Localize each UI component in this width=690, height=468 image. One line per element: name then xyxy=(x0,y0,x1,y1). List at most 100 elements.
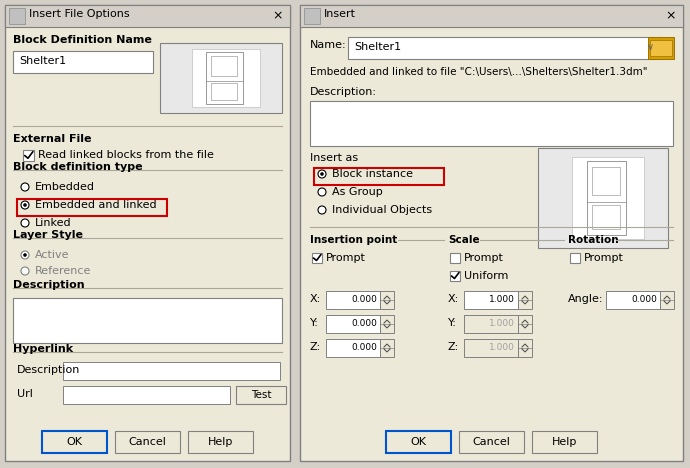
Text: Prompt: Prompt xyxy=(326,253,366,263)
Text: Angle:: Angle: xyxy=(568,294,604,304)
Bar xyxy=(464,339,518,357)
Bar xyxy=(326,315,380,333)
Bar xyxy=(63,362,280,380)
Circle shape xyxy=(21,251,29,259)
Bar xyxy=(380,291,394,309)
Text: Scale: Scale xyxy=(448,235,480,245)
Text: Uniform: Uniform xyxy=(464,271,509,281)
Text: 0.000: 0.000 xyxy=(351,320,377,329)
Circle shape xyxy=(23,253,27,257)
Circle shape xyxy=(318,188,326,196)
Bar xyxy=(211,56,237,76)
Bar xyxy=(572,157,644,239)
Text: X:: X: xyxy=(310,294,322,304)
Text: External File: External File xyxy=(13,134,92,144)
Text: Cancel: Cancel xyxy=(473,437,511,447)
Bar xyxy=(660,291,674,309)
Text: Reference: Reference xyxy=(35,266,91,276)
Text: OK: OK xyxy=(411,437,426,447)
Bar xyxy=(5,5,290,461)
Text: 0.000: 0.000 xyxy=(631,295,657,305)
Bar xyxy=(5,5,290,27)
Bar xyxy=(386,431,451,453)
Text: Url: Url xyxy=(17,389,33,399)
Circle shape xyxy=(21,201,29,209)
Text: Insert File Options: Insert File Options xyxy=(29,9,130,19)
Bar xyxy=(115,431,180,453)
Text: Description:: Description: xyxy=(310,87,377,97)
Text: Y:: Y: xyxy=(310,318,319,328)
Bar xyxy=(348,37,661,59)
Bar xyxy=(570,253,580,263)
Text: Insert as: Insert as xyxy=(310,153,358,163)
Bar xyxy=(188,431,253,453)
Bar xyxy=(593,205,620,229)
Text: Cancel: Cancel xyxy=(128,437,166,447)
Text: Y:: Y: xyxy=(448,318,457,328)
Text: Test: Test xyxy=(250,390,271,400)
Text: Embedded: Embedded xyxy=(35,182,95,192)
Text: 0.000: 0.000 xyxy=(351,344,377,352)
Circle shape xyxy=(23,203,27,207)
Text: Shelter1: Shelter1 xyxy=(19,56,66,66)
Text: 1.000: 1.000 xyxy=(489,344,515,352)
Bar xyxy=(42,431,107,453)
Bar xyxy=(464,315,518,333)
Text: OK: OK xyxy=(66,437,83,447)
Circle shape xyxy=(21,183,29,191)
Bar xyxy=(23,150,34,161)
Text: 0.000: 0.000 xyxy=(351,295,377,305)
Bar xyxy=(518,339,532,357)
Text: Block definition type: Block definition type xyxy=(13,162,143,172)
Text: As Group: As Group xyxy=(332,187,383,197)
Bar xyxy=(326,339,380,357)
Bar xyxy=(464,291,518,309)
Text: Individual Objects: Individual Objects xyxy=(332,205,432,215)
Bar xyxy=(380,339,394,357)
Text: Block Definition Name: Block Definition Name xyxy=(13,35,152,45)
Bar xyxy=(312,253,322,263)
Bar xyxy=(650,40,672,56)
Circle shape xyxy=(318,170,326,178)
Circle shape xyxy=(320,172,324,176)
Bar xyxy=(13,51,153,73)
Text: ×: × xyxy=(666,9,676,22)
Bar xyxy=(450,271,460,281)
Text: ×: × xyxy=(273,9,284,22)
Text: X:: X: xyxy=(448,294,460,304)
Bar xyxy=(310,101,673,146)
Bar xyxy=(300,5,683,27)
Bar xyxy=(326,291,380,309)
Text: Embedded and linked to file "C:\Users\...\Shelters\Shelter1.3dm": Embedded and linked to file "C:\Users\..… xyxy=(310,67,647,77)
Text: Shelter1: Shelter1 xyxy=(354,42,401,52)
Bar xyxy=(586,161,626,235)
Bar xyxy=(518,315,532,333)
Circle shape xyxy=(21,219,29,227)
Bar xyxy=(380,315,394,333)
Bar xyxy=(9,8,25,24)
Bar xyxy=(211,83,237,100)
Text: Description: Description xyxy=(13,280,85,290)
Bar xyxy=(450,253,460,263)
Text: Layer Style: Layer Style xyxy=(13,230,83,240)
Text: Linked: Linked xyxy=(35,218,72,228)
Circle shape xyxy=(21,267,29,275)
Text: Help: Help xyxy=(208,437,233,447)
Text: Name:: Name: xyxy=(310,40,346,50)
Text: Active: Active xyxy=(35,250,70,260)
Bar xyxy=(13,298,282,343)
Text: ∨: ∨ xyxy=(647,42,654,52)
Text: Insertion point: Insertion point xyxy=(310,235,397,245)
Text: Insert: Insert xyxy=(324,9,356,19)
Text: Help: Help xyxy=(552,437,578,447)
Bar xyxy=(206,52,243,104)
Text: Block instance: Block instance xyxy=(332,169,413,179)
Text: Z:: Z: xyxy=(448,342,460,352)
Text: 1.000: 1.000 xyxy=(489,320,515,329)
Bar xyxy=(300,5,683,461)
Bar xyxy=(538,148,668,248)
Text: Read linked blocks from the file: Read linked blocks from the file xyxy=(38,150,214,160)
Text: Description: Description xyxy=(17,365,80,375)
Text: Z:: Z: xyxy=(310,342,322,352)
Text: Prompt: Prompt xyxy=(464,253,504,263)
